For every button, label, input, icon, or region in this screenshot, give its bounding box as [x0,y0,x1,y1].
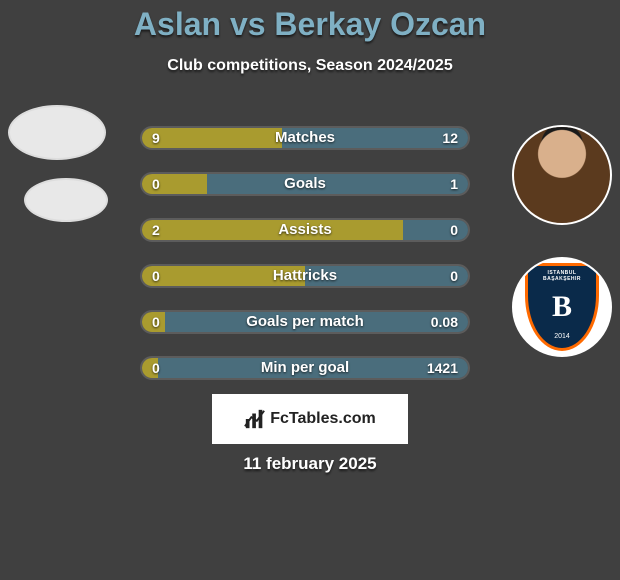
infographic-root: Aslan vs Berkay Ozcan Club competitions,… [0,0,620,580]
club-letter: B [552,290,572,324]
stat-row: 01Goals [140,172,470,196]
stat-bar-right [282,128,468,148]
stat-bar-left [142,128,282,148]
stat-row: 00.08Goals per match [140,310,470,334]
player-face-icon [514,127,610,223]
club-year: 2014 [528,333,596,340]
stat-row: 20Assists [140,218,470,242]
stat-bar-right [305,266,468,286]
stat-bar-right [403,220,468,240]
right-player-column: ISTANBUL BAŞAKŞEHIR B 2014 [512,125,612,389]
club-name-text: ISTANBUL BAŞAKŞEHIR [528,270,596,282]
branding-text: FcTables.com [270,410,376,428]
left-club-logo-placeholder [24,178,108,222]
branding-badge: FcTables.com [212,394,408,444]
bar-chart-icon [244,408,266,430]
stat-bar-left [142,358,158,378]
club-shield-icon: ISTANBUL BAŞAKŞEHIR B 2014 [514,259,610,355]
stat-row: 912Matches [140,126,470,150]
stat-bar-left [142,312,165,332]
stat-row: 01421Min per goal [140,356,470,380]
stat-bar-left [142,220,403,240]
subtitle: Club competitions, Season 2024/2025 [0,57,620,75]
shield-icon: ISTANBUL BAŞAKŞEHIR B 2014 [525,263,599,351]
left-player-avatar-placeholder [8,105,106,160]
right-club-logo: ISTANBUL BAŞAKŞEHIR B 2014 [512,257,612,357]
left-player-column [8,105,108,222]
date-text: 11 february 2025 [0,454,620,474]
stat-bar-right [207,174,468,194]
stat-bar-right [158,358,468,378]
stat-row: 00Hattricks [140,264,470,288]
stat-bar-left [142,174,207,194]
stat-bar-left [142,266,305,286]
stat-bar-right [165,312,468,332]
right-player-avatar [512,125,612,225]
page-title: Aslan vs Berkay Ozcan [0,0,620,43]
stats-chart: 912Matches 01Goals 20Assists 00Hattricks 00.… [140,126,470,402]
